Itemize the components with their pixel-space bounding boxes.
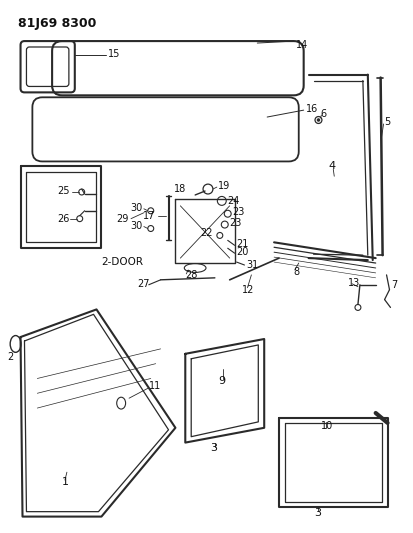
- Text: 18: 18: [174, 184, 186, 194]
- Text: 1: 1: [62, 477, 69, 487]
- Text: 31: 31: [247, 260, 259, 270]
- Text: 14: 14: [296, 40, 308, 50]
- Text: 28: 28: [185, 270, 198, 280]
- Text: 81J69 8300: 81J69 8300: [18, 18, 96, 30]
- Text: 13: 13: [348, 278, 360, 288]
- Text: 10: 10: [321, 421, 334, 431]
- Text: 4: 4: [328, 161, 335, 172]
- Text: 25: 25: [57, 186, 69, 196]
- Text: 17: 17: [143, 211, 156, 221]
- Text: 2: 2: [7, 352, 14, 362]
- Text: 7: 7: [392, 280, 398, 290]
- Text: 8: 8: [294, 267, 300, 277]
- Text: 5: 5: [385, 117, 391, 127]
- Text: 19: 19: [218, 181, 230, 191]
- Text: 30: 30: [131, 203, 143, 213]
- Text: 23: 23: [230, 217, 242, 228]
- Text: 6: 6: [320, 109, 327, 119]
- Text: 3: 3: [315, 507, 322, 518]
- Text: 30: 30: [131, 221, 143, 231]
- Text: 23: 23: [233, 207, 245, 217]
- Text: 24: 24: [228, 196, 240, 206]
- Text: 20: 20: [237, 247, 249, 257]
- Text: 15: 15: [108, 49, 121, 59]
- Text: 3: 3: [210, 442, 217, 453]
- Text: 11: 11: [149, 382, 161, 391]
- Circle shape: [317, 119, 320, 121]
- Text: 16: 16: [306, 104, 318, 114]
- Text: 21: 21: [237, 239, 249, 249]
- Text: 22: 22: [200, 229, 213, 238]
- Text: 29: 29: [117, 214, 129, 224]
- Text: 12: 12: [242, 285, 254, 295]
- Text: 9: 9: [218, 376, 225, 386]
- Text: 2-DOOR: 2-DOOR: [102, 257, 143, 267]
- Text: 27: 27: [137, 279, 150, 289]
- Text: 26: 26: [57, 214, 69, 224]
